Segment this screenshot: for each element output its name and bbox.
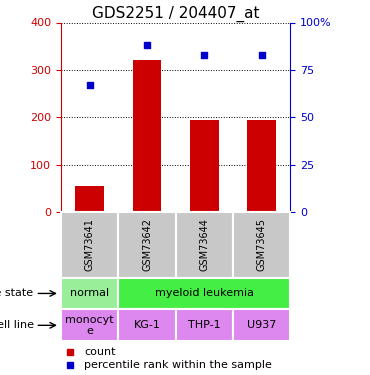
Text: KG-1: KG-1 xyxy=(134,320,161,330)
Bar xyxy=(61,309,118,341)
Text: disease state: disease state xyxy=(0,288,34,298)
Text: percentile rank within the sample: percentile rank within the sample xyxy=(84,360,272,370)
Text: monocyt
e: monocyt e xyxy=(65,315,114,336)
Text: GSM73641: GSM73641 xyxy=(85,218,95,271)
Text: GSM73644: GSM73644 xyxy=(199,218,209,271)
Text: count: count xyxy=(84,347,115,357)
Bar xyxy=(118,278,290,309)
Text: GSM73645: GSM73645 xyxy=(257,218,267,271)
Text: myeloid leukemia: myeloid leukemia xyxy=(155,288,254,298)
Text: cell line: cell line xyxy=(0,320,34,330)
Bar xyxy=(118,309,176,341)
Bar xyxy=(233,309,290,341)
Text: THP-1: THP-1 xyxy=(188,320,221,330)
Text: normal: normal xyxy=(70,288,109,298)
Bar xyxy=(176,309,233,341)
Point xyxy=(87,82,92,88)
Bar xyxy=(61,278,118,309)
Title: GDS2251 / 204407_at: GDS2251 / 204407_at xyxy=(92,6,259,22)
Text: U937: U937 xyxy=(247,320,276,330)
Point xyxy=(259,52,265,58)
Text: GSM73642: GSM73642 xyxy=(142,218,152,271)
Bar xyxy=(176,212,233,278)
Bar xyxy=(118,212,176,278)
Bar xyxy=(233,212,290,278)
Point xyxy=(144,42,150,48)
Bar xyxy=(190,120,219,212)
Bar xyxy=(61,212,118,278)
Bar xyxy=(75,186,104,212)
Bar xyxy=(248,120,276,212)
Point xyxy=(201,52,207,58)
Bar xyxy=(133,60,161,212)
